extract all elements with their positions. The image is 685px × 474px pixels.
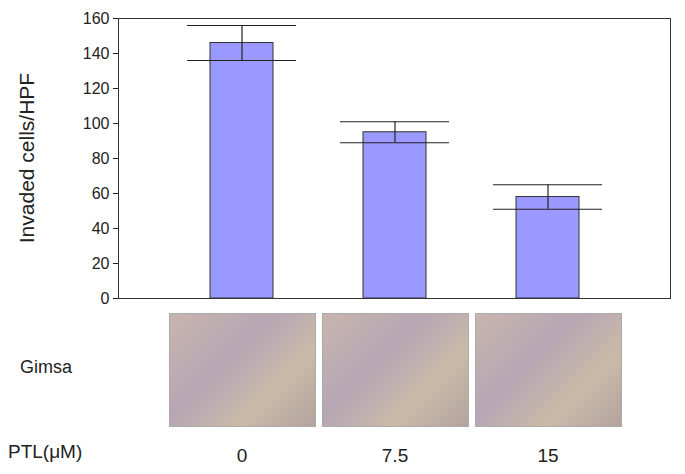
svg-text:0: 0 bbox=[237, 445, 248, 466]
svg-text:160: 160 bbox=[83, 10, 110, 27]
html-text:Invaded cells/HPF: Invaded cells/HPF bbox=[15, 72, 38, 244]
svg-text:0: 0 bbox=[101, 290, 110, 307]
html-text:Gimsa: Gimsa bbox=[20, 357, 72, 377]
svg-text:15: 15 bbox=[537, 445, 558, 466]
svg-text:60: 60 bbox=[92, 185, 110, 202]
html-text:PTL(μM): PTL(μM) bbox=[8, 441, 83, 462]
svg-text:120: 120 bbox=[83, 80, 110, 97]
svg-text:20: 20 bbox=[92, 255, 110, 272]
svg-text:100: 100 bbox=[83, 115, 110, 132]
svg-text:40: 40 bbox=[92, 220, 110, 237]
svg-text:140: 140 bbox=[83, 45, 110, 62]
svg-text:80: 80 bbox=[92, 150, 110, 167]
svg-text:7.5: 7.5 bbox=[382, 445, 408, 466]
